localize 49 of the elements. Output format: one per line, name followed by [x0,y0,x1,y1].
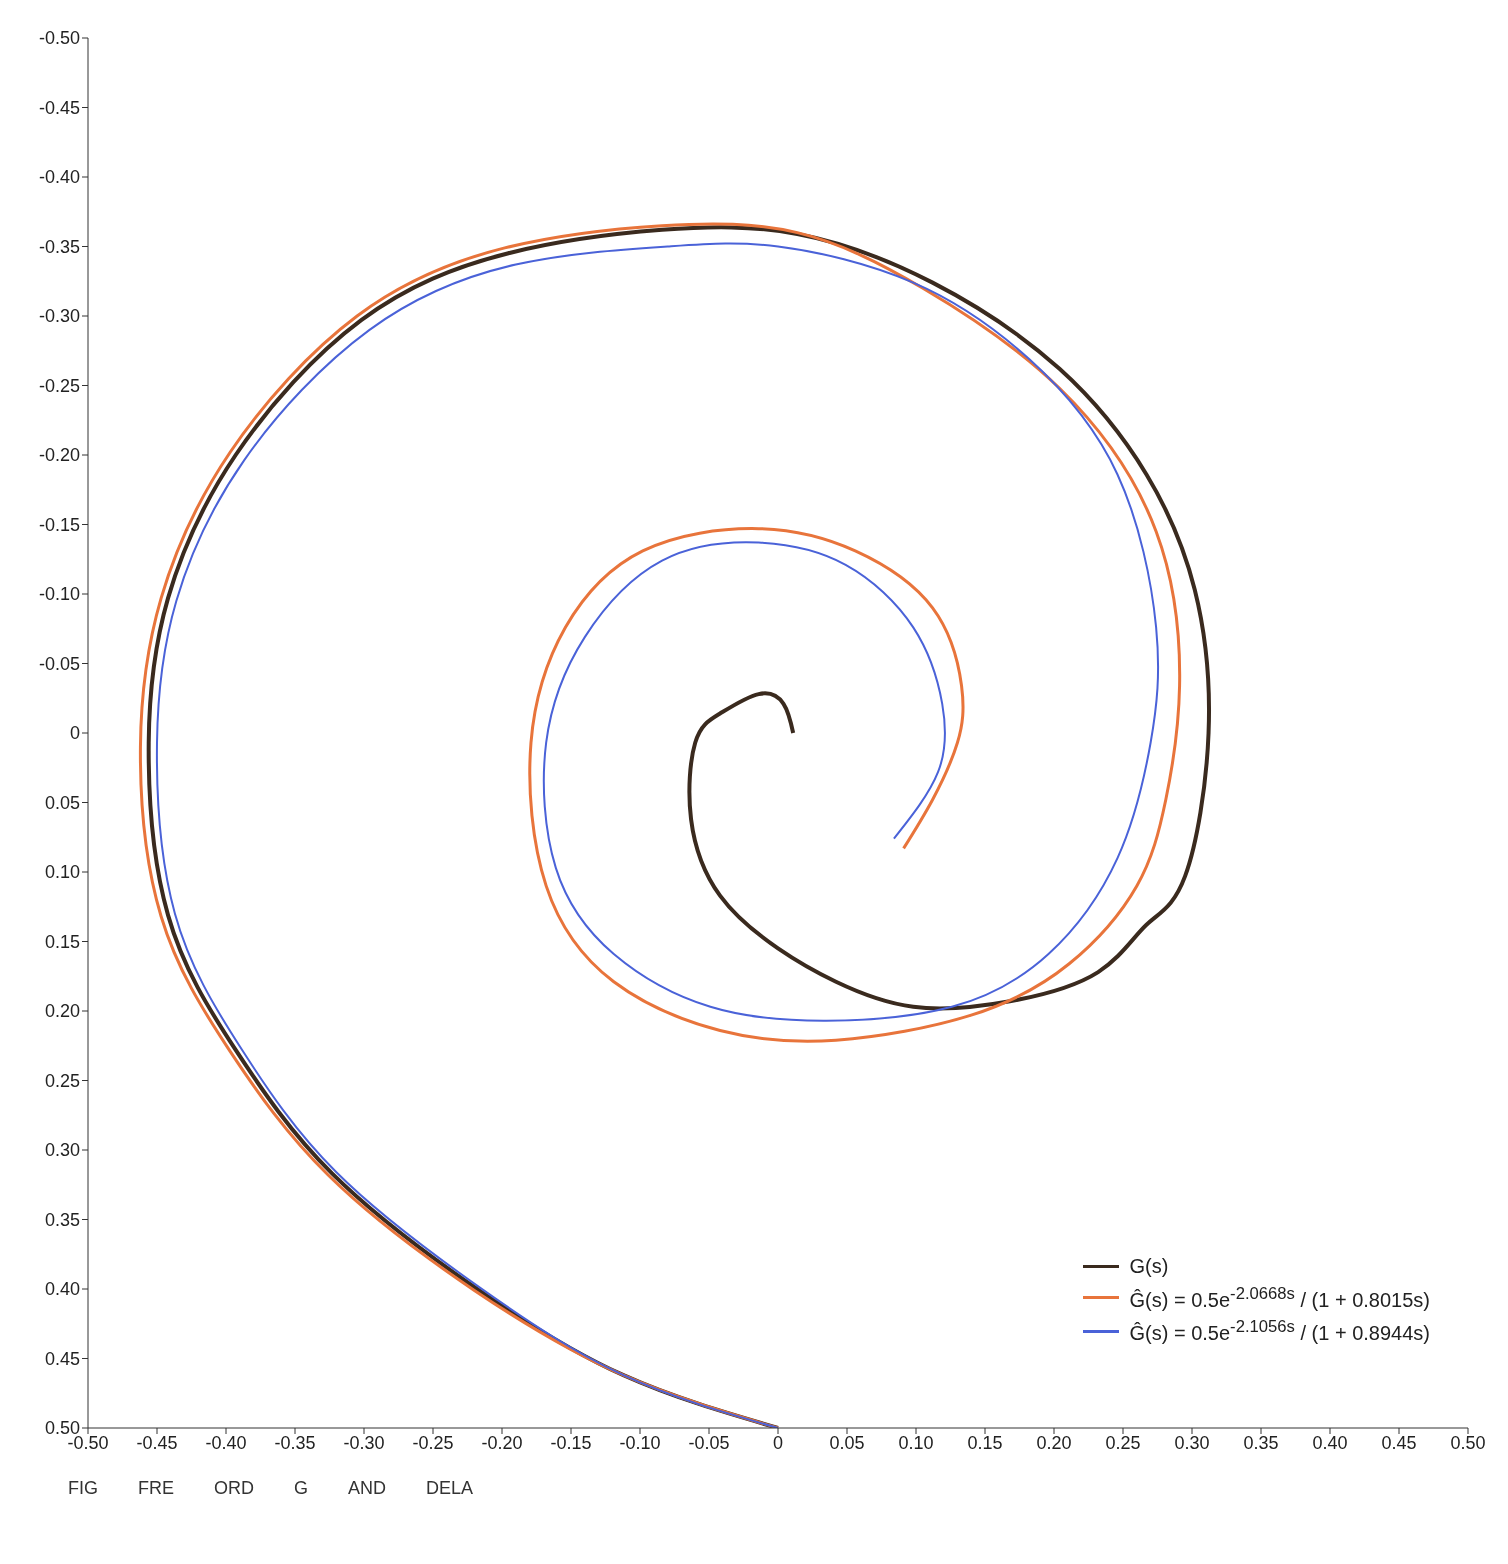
text: FRE [138,1478,174,1499]
x-tick-label: -0.10 [619,1432,661,1453]
y-tick-label: 0.45 [44,1348,80,1369]
y-tick-label: -0.05 [38,653,80,674]
x-tick-label: -0.40 [205,1432,247,1453]
y-tick-label: 0.15 [44,931,80,952]
y-tick-label: 0.35 [44,1209,80,1230]
x-tick-label: 0.50 [1450,1432,1486,1453]
x-tick-label: 0.25 [1105,1432,1141,1453]
x-tick-label: 0.05 [829,1432,865,1453]
text: FIG [68,1478,98,1499]
x-tick-label: 0.45 [1381,1432,1417,1453]
y-tick-label: 0 [69,723,80,744]
y-tick-label: -0.45 [38,97,80,118]
y-tick-label: -0.35 [38,236,80,257]
x-tick-label: -0.05 [688,1432,730,1453]
x-tick-label: 0.40 [1312,1432,1348,1453]
x-tick-label: -0.35 [274,1432,316,1453]
x-tick-label: -0.30 [343,1432,385,1453]
x-tick-label: 0.20 [1036,1432,1072,1453]
y-tick-label: -0.10 [38,584,80,605]
x-tick-label: 0.15 [967,1432,1003,1453]
text: AND [348,1478,387,1499]
y-tick-label: -0.50 [38,28,80,49]
text: G [294,1478,309,1499]
y-tick-label: 0.25 [44,1070,80,1091]
y-tick-label: 0.30 [44,1140,80,1161]
x-tick-label: -0.20 [481,1432,523,1453]
legend-label: Ĝ(s) = 0.5e$^{-2.0668s}$ / (1 + 0.8015s) [1129,1283,1430,1312]
y-tick-label: 0.20 [44,1001,80,1022]
y-tick-label: 0.40 [44,1279,80,1300]
x-tick-label: -0.45 [136,1432,178,1453]
y-tick-label: -0.30 [38,306,80,327]
x-tick-label: 0.10 [898,1432,934,1453]
text: DELA [426,1478,474,1499]
legend-label: G(s) [1129,1254,1169,1278]
legend-label: Ĝ(s) = 0.5e$^{-2.1056s}$ / (1 + 0.8944s) [1129,1317,1430,1345]
x-tick-label: 0.30 [1174,1432,1210,1453]
x-tick-label: 0.35 [1243,1432,1279,1453]
y-tick-label: -0.40 [38,167,80,188]
y-tick-label: 0.10 [44,862,80,883]
x-tick-label: -0.25 [412,1432,454,1453]
x-tick-label: -0.15 [550,1432,592,1453]
y-tick-label: 0.05 [44,792,80,813]
y-tick-label: -0.20 [38,445,80,466]
text: ORD [214,1478,254,1499]
y-tick-label: -0.25 [38,375,80,396]
y-tick-label: -0.15 [38,514,80,535]
x-tick-label: 0 [772,1432,784,1453]
